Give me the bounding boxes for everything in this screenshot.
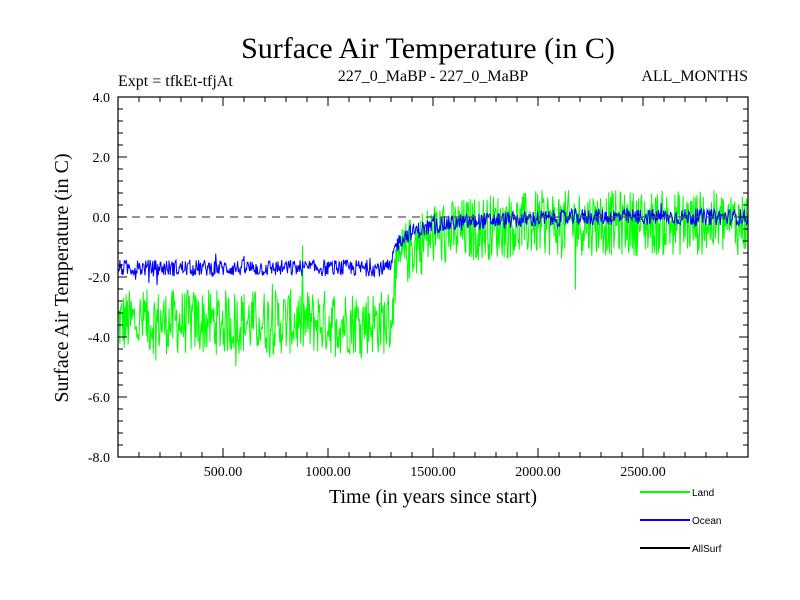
legend-label-land: Land <box>692 488 714 499</box>
x-tick-label: 2000.00 <box>515 465 561 480</box>
x-tick-label: 1500.00 <box>410 465 456 480</box>
legend-label-allsurf: AllSurf <box>692 544 722 555</box>
x-tick-label: 2500.00 <box>620 465 666 480</box>
period-label: 227_0_MaBP - 227_0_MaBP <box>338 68 529 85</box>
y-tick-label: -2.0 <box>88 271 110 286</box>
y-tick-label: 4.0 <box>93 91 111 106</box>
x-tick-label: 500.00 <box>204 465 243 480</box>
y-tick-label: 0.0 <box>93 211 111 226</box>
y-tick-label: -8.0 <box>88 451 110 466</box>
legend: Land Ocean AllSurf <box>640 488 722 555</box>
y-axis-label: Surface Air Temperature (in C) <box>51 153 73 402</box>
y-tick-label: -4.0 <box>88 331 110 346</box>
months-label: ALL_MONTHS <box>641 68 748 85</box>
y-tick-label: 2.0 <box>93 151 111 166</box>
x-tick-label: 1000.00 <box>305 465 351 480</box>
x-axis-label: Time (in years since start) <box>329 486 537 508</box>
plot-area <box>117 189 749 367</box>
series-line-land <box>117 189 749 367</box>
axes: 500.00 1000.00 1500.00 2000.00 2500.00 4.0 2.0… <box>88 91 749 480</box>
y-tick-label: -6.0 <box>88 391 110 406</box>
legend-label-ocean: Ocean <box>692 516 721 527</box>
chart-title: Surface Air Temperature (in C) <box>241 32 615 65</box>
experiment-label: Expt = tfkEt-tfjAt <box>118 73 233 90</box>
series-line-ocean <box>117 202 749 286</box>
